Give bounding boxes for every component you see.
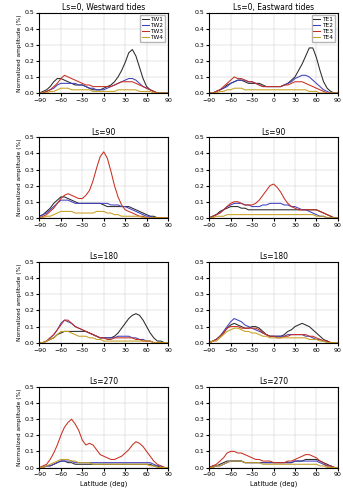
- Title: Ls=180: Ls=180: [89, 252, 118, 262]
- Title: Ls=270: Ls=270: [259, 377, 288, 386]
- Title: Ls=90: Ls=90: [261, 128, 286, 136]
- X-axis label: Latitude (deg): Latitude (deg): [80, 480, 128, 486]
- Title: Ls=270: Ls=270: [89, 377, 118, 386]
- Title: Ls=180: Ls=180: [259, 252, 288, 262]
- Title: Ls=90: Ls=90: [92, 128, 116, 136]
- X-axis label: Latitude (deg): Latitude (deg): [250, 480, 297, 486]
- Y-axis label: Normalized amplitude (%): Normalized amplitude (%): [17, 264, 22, 341]
- Y-axis label: Normalized amplitude (%): Normalized amplitude (%): [17, 388, 22, 466]
- Title: Ls=0, Eastward tides: Ls=0, Eastward tides: [233, 2, 314, 12]
- Legend: TW1, TW2, TW3, TW4: TW1, TW2, TW3, TW4: [140, 16, 165, 42]
- Title: Ls=0, Westward tides: Ls=0, Westward tides: [62, 2, 145, 12]
- Y-axis label: Normalized amplitude (%): Normalized amplitude (%): [17, 139, 22, 216]
- Y-axis label: Normalized amplitude (%): Normalized amplitude (%): [17, 14, 22, 92]
- Legend: TE1, TE2, TE3, TE4: TE1, TE2, TE3, TE4: [312, 16, 335, 42]
